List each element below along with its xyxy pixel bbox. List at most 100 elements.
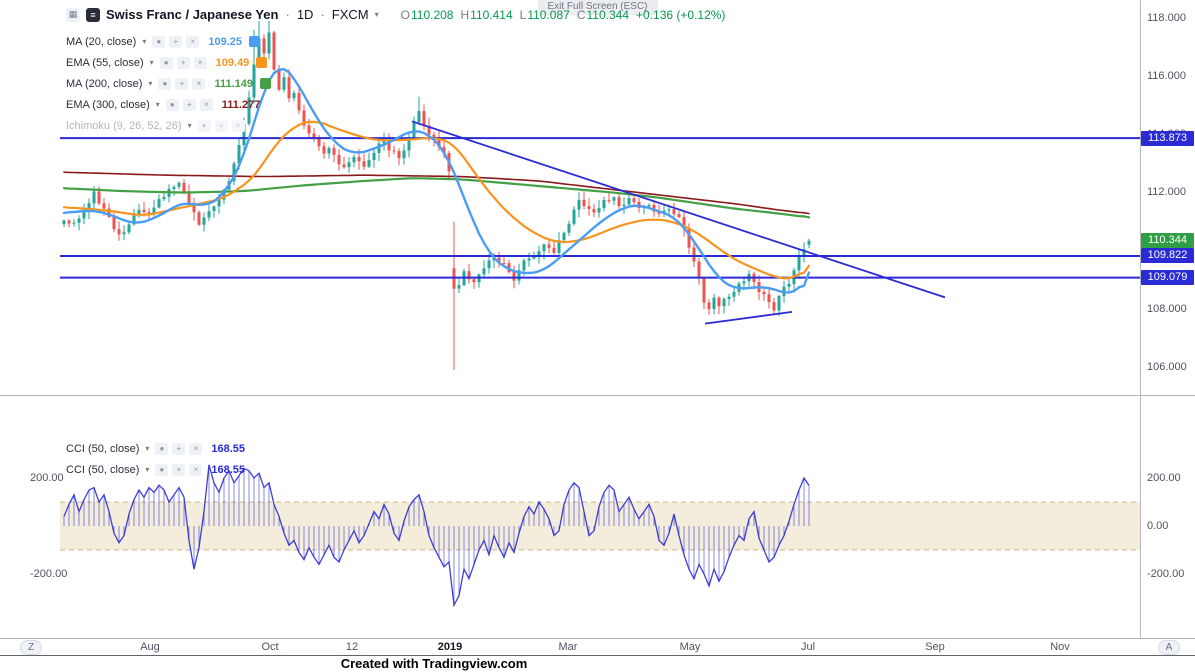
remove-icon[interactable]: × <box>192 77 206 90</box>
indicator-row[interactable]: EMA (300, close) ▾ ● + × 111.277 <box>66 94 271 115</box>
timezone-button[interactable]: Z <box>20 640 42 655</box>
indicator-value: 168.55 <box>211 442 246 455</box>
indicator-name: Ichimoku (9, 26, 52, 26) <box>66 119 182 132</box>
eye-icon[interactable]: ● <box>197 119 211 132</box>
chevron-down-icon[interactable]: ▾ <box>145 465 150 474</box>
eye-icon[interactable]: ● <box>152 35 166 48</box>
time-axis-label: 2019 <box>437 641 463 653</box>
remove-icon[interactable]: × <box>231 119 245 132</box>
indicator-name: MA (200, close) <box>66 77 143 90</box>
price-axis-label: 116.000 <box>1147 69 1186 82</box>
indicator-color-swatch <box>256 57 268 68</box>
cci-axis-label: 200.00 <box>1147 471 1181 484</box>
indicator-name: CCI (50, close) <box>66 442 140 455</box>
remove-icon[interactable]: × <box>189 463 203 476</box>
indicator-name: MA (20, close) <box>66 35 137 48</box>
indicator-row[interactable]: Ichimoku (9, 26, 52, 26) ▾ ● + × <box>66 115 271 136</box>
indicator-row[interactable]: EMA (55, close) ▾ ● + × 109.49 <box>66 52 271 73</box>
indicator-row[interactable]: MA (200, close) ▾ ● + × 111.149 <box>66 73 271 94</box>
time-axis-label: Sep <box>925 641 945 653</box>
settings-icon[interactable]: + <box>172 463 186 476</box>
eye-icon[interactable]: ● <box>165 98 179 111</box>
indicator-row[interactable]: MA (20, close) ▾ ● + × 109.25 <box>66 31 271 52</box>
time-axis[interactable]: Z A Aug Oct 12 2019 Mar May Jul Sep Nov <box>0 639 1195 656</box>
ma-20-close-line[interactable] <box>62 68 811 294</box>
indicator-value: 111.149 <box>214 77 253 90</box>
chevron-down-icon[interactable]: ▾ <box>187 121 192 130</box>
settings-icon[interactable]: + <box>176 56 190 69</box>
panel-icon[interactable]: ≡ <box>86 7 100 22</box>
chevron-down-icon[interactable]: ▾ <box>142 37 147 46</box>
exit-fullscreen-tooltip: Exit Full Screen (ESC) <box>537 0 658 15</box>
cci-legend: CCI (50, close) ▾ ● + × 168.55 CCI (50, close)… <box>66 438 245 480</box>
close-value: 110.344 <box>586 7 630 22</box>
chevron-down-icon[interactable]: ▾ <box>145 444 150 453</box>
remove-icon[interactable]: × <box>189 442 203 455</box>
chart-header: ▦ ≡ Swiss Franc / Japanese Yen · 1D · FX… <box>66 7 725 22</box>
price-axis-badge: 109.079 <box>1141 270 1194 286</box>
indicator-row[interactable]: CCI (50, close) ▾ ● + × 168.55 <box>66 438 245 459</box>
symbol-title[interactable]: Swiss Franc / Japanese Yen <box>106 7 279 22</box>
eye-icon[interactable]: ● <box>155 463 169 476</box>
time-axis-label: Aug <box>140 641 160 653</box>
settings-icon[interactable]: + <box>214 119 228 132</box>
price-axis-label: 108.000 <box>1147 302 1187 315</box>
ema-55-close-line[interactable] <box>62 120 811 280</box>
separator: · <box>285 7 290 22</box>
chevron-down-icon[interactable]: ▾ <box>155 100 160 109</box>
auto-scale-button[interactable]: A <box>1158 640 1180 655</box>
cci-plot <box>63 464 810 608</box>
chevron-down-icon[interactable]: ▾ <box>149 58 154 67</box>
exchange-label[interactable]: FXCM <box>331 7 369 22</box>
high-label: H <box>460 7 470 22</box>
indicator-row[interactable]: CCI (50, close) ▾ ● + × 168.55 <box>66 459 245 480</box>
horizontal-level-lines[interactable] <box>60 137 1140 279</box>
time-axis-label: Nov <box>1050 641 1070 653</box>
price-axis-badge: 109.822 <box>1141 248 1194 264</box>
low-label: L <box>519 7 527 22</box>
indicator-name: EMA (300, close) <box>66 98 150 111</box>
chevron-down-icon[interactable]: ▾ <box>148 79 153 88</box>
cci-band <box>60 501 1140 551</box>
credit-bar: Created with Tradingview.com <box>0 656 1195 672</box>
ma-200-close-line[interactable] <box>62 177 811 219</box>
indicator-color-swatch <box>248 36 260 47</box>
indicator-name: CCI (50, close) <box>66 463 140 476</box>
indicator-value: 111.277 <box>221 98 261 111</box>
price-axis-label: 118.000 <box>1147 11 1186 24</box>
cci-left-label: 200.00 <box>30 471 64 484</box>
settings-icon[interactable]: + <box>175 77 189 90</box>
settings-icon[interactable]: + <box>182 98 196 111</box>
eye-icon[interactable]: ● <box>159 56 173 69</box>
eye-icon[interactable]: ● <box>158 77 172 90</box>
pane-dividers[interactable] <box>0 0 1195 656</box>
trendlines[interactable] <box>411 120 946 325</box>
price-axis[interactable]: 118.000116.000114.000112.000110.000108.0… <box>1141 0 1195 639</box>
cci-left-label: -200.00 <box>30 567 68 580</box>
eye-icon[interactable]: ● <box>155 442 169 455</box>
exit-fullscreen-text: Exit Full Screen (ESC) <box>547 1 648 12</box>
ohlc-readout: O110.208 H110.414 L110.087 C110.344 +0.1… <box>401 8 726 22</box>
settings-icon[interactable]: + <box>169 35 183 48</box>
credit-text: Created with Tradingview.com <box>340 656 528 671</box>
grid-layout-icon[interactable]: ▦ <box>66 7 80 22</box>
chevron-down-icon[interactable]: ▾ <box>374 10 379 19</box>
ema-300-close-line[interactable] <box>63 171 810 215</box>
price-axis-label: 112.000 <box>1147 186 1186 199</box>
time-axis-label: Mar <box>558 641 578 653</box>
remove-icon[interactable]: × <box>186 35 200 48</box>
open-value: 110.208 <box>410 7 454 22</box>
chart-canvas[interactable] <box>0 0 1195 656</box>
indicator-value: 109.49 <box>215 56 250 69</box>
open-label: O <box>400 7 410 22</box>
time-axis-label: May <box>679 641 701 653</box>
interval-selector[interactable]: 1D <box>296 7 314 22</box>
remove-icon[interactable]: × <box>193 56 207 69</box>
indicator-legend: MA (20, close) ▾ ● + × 109.25 EMA (55, close) ▾… <box>66 31 271 136</box>
remove-icon[interactable]: × <box>199 98 213 111</box>
price-axis-badge: 113.873 <box>1141 130 1194 146</box>
indicator-value: 168.55 <box>211 463 246 476</box>
separator: · <box>320 7 325 22</box>
settings-icon[interactable]: + <box>172 442 186 455</box>
